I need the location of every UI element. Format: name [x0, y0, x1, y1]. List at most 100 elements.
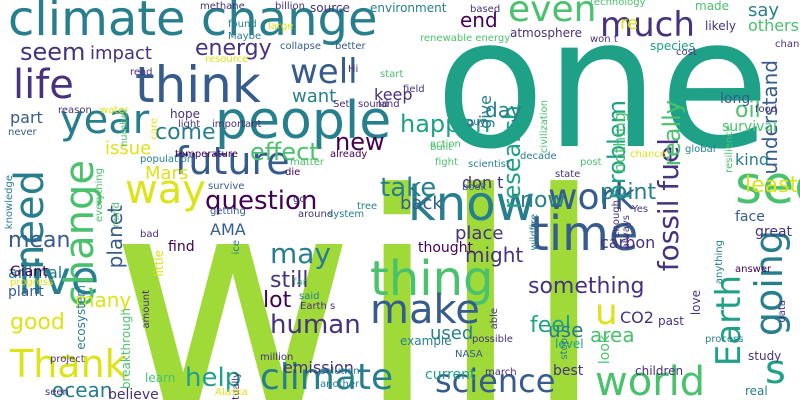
cloud-word: never: [8, 127, 37, 138]
cloud-word: science: [435, 362, 556, 400]
cloud-word: something: [528, 274, 645, 299]
cloud-word: solution: [320, 366, 360, 377]
cloud-word: re: [620, 13, 639, 34]
cloud-word: carbon: [600, 233, 656, 252]
cloud-word: species: [650, 39, 695, 53]
cloud-word: now: [520, 188, 566, 213]
cloud-word: used: [430, 323, 474, 344]
cloud-word: number: [119, 108, 130, 148]
cloud-word: will: [110, 130, 606, 400]
cloud-word: say: [748, 0, 780, 21]
cloud-word: love: [689, 290, 703, 316]
cloud-word: want: [292, 86, 337, 107]
cloud-word: Earth: [709, 275, 749, 367]
cloud-word: environment: [370, 1, 447, 15]
cloud-word: see: [735, 156, 800, 216]
cloud-word: example: [400, 334, 452, 348]
cloud-word: effect: [250, 138, 319, 166]
cloud-word: possible: [472, 334, 513, 345]
cloud-word: die: [285, 167, 301, 178]
cloud-word: seem: [20, 38, 86, 66]
cloud-word: matter: [290, 157, 324, 168]
cloud-word: system: [328, 209, 365, 220]
cloud-word: process: [705, 334, 744, 345]
cloud-word: everything: [94, 168, 105, 222]
cloud-word: found: [228, 19, 257, 30]
cloud-word: water: [100, 105, 129, 116]
cloud-word: state: [555, 169, 581, 180]
cloud-word: civilization: [539, 100, 550, 154]
cloud-word: already: [330, 149, 368, 160]
cloud-word: know: [408, 176, 535, 232]
cloud-word: much: [600, 5, 695, 45]
cloud-word: area: [590, 323, 635, 347]
cloud-word: animal: [8, 263, 63, 282]
cloud-word: thought: [418, 240, 474, 256]
cloud-word: ocean: [52, 378, 113, 400]
cloud-word: getting: [210, 206, 246, 217]
cloud-word: make: [370, 287, 480, 333]
cloud-word: long: [720, 91, 751, 107]
cloud-word: lot: [263, 288, 292, 313]
cloud-word: mean: [8, 228, 71, 253]
cloud-word: resilience: [724, 125, 735, 173]
cloud-word: global: [685, 144, 716, 155]
cloud-word: reason: [58, 105, 92, 116]
cloud-word: take: [380, 173, 437, 203]
cloud-word: data: [777, 300, 788, 323]
cloud-word: nothing: [610, 112, 629, 174]
cloud-word: another: [320, 379, 360, 390]
cloud-word: progress: [10, 277, 54, 288]
cloud-word: action: [430, 139, 461, 150]
cloud-word: learn: [145, 371, 176, 385]
cloud-word: help: [185, 363, 242, 393]
cloud-word: mind: [111, 202, 122, 228]
cloud-word: oil: [735, 98, 761, 123]
cloud-word: scientist: [468, 159, 510, 170]
cloud-word: renewable energy: [420, 33, 511, 44]
cloud-word: far: [293, 277, 307, 288]
cloud-word: time: [530, 206, 639, 262]
cloud-word: made: [695, 0, 730, 13]
cloud-word: new: [335, 128, 385, 156]
cloud-word: CO2: [620, 308, 654, 327]
cloud-word: emission: [283, 358, 354, 377]
cloud-word: energy: [195, 36, 272, 61]
cloud-word: Giant: [10, 264, 48, 280]
cloud-word: guy: [467, 117, 486, 128]
cloud-word: good: [10, 310, 65, 335]
cloud-word: work: [548, 177, 636, 218]
cloud-word: climate: [260, 357, 394, 398]
cloud-word: current: [425, 367, 476, 383]
cloud-word: future: [175, 139, 290, 183]
cloud-word: food: [755, 104, 778, 115]
cloud-word: collapse: [280, 41, 322, 52]
cloud-word: Thank: [10, 342, 127, 386]
cloud-word: kind: [735, 150, 770, 169]
cloud-word: come: [155, 120, 216, 145]
cloud-word: think: [135, 56, 261, 114]
cloud-word: decade: [520, 151, 557, 162]
cloud-word: Set: [333, 99, 350, 110]
cloud-word: s: [765, 347, 786, 393]
cloud-word: changing: [775, 39, 800, 50]
cloud-word: wildfire: [529, 214, 540, 251]
cloud-word: field: [403, 84, 425, 95]
cloud-word: back: [400, 193, 443, 214]
cloud-word: great: [755, 224, 793, 240]
cloud-word: world: [595, 359, 706, 400]
cloud-word: even: [508, 0, 597, 30]
cloud-word: need: [7, 170, 53, 270]
cloud-word: methane: [200, 1, 245, 12]
cloud-word: atmosphere: [510, 26, 582, 40]
cloud-word: hope: [170, 107, 200, 121]
cloud-word: likely: [705, 19, 737, 33]
cloud-word: end: [460, 8, 498, 32]
cloud-word: billion: [275, 1, 305, 12]
cloud-word: face: [735, 209, 765, 225]
cloud-word: NASA: [455, 349, 483, 360]
cloud-word: year: [60, 97, 150, 143]
cloud-word: one: [435, 0, 770, 189]
cloud-word: issue: [105, 138, 152, 159]
cloud-word: human: [270, 310, 361, 340]
